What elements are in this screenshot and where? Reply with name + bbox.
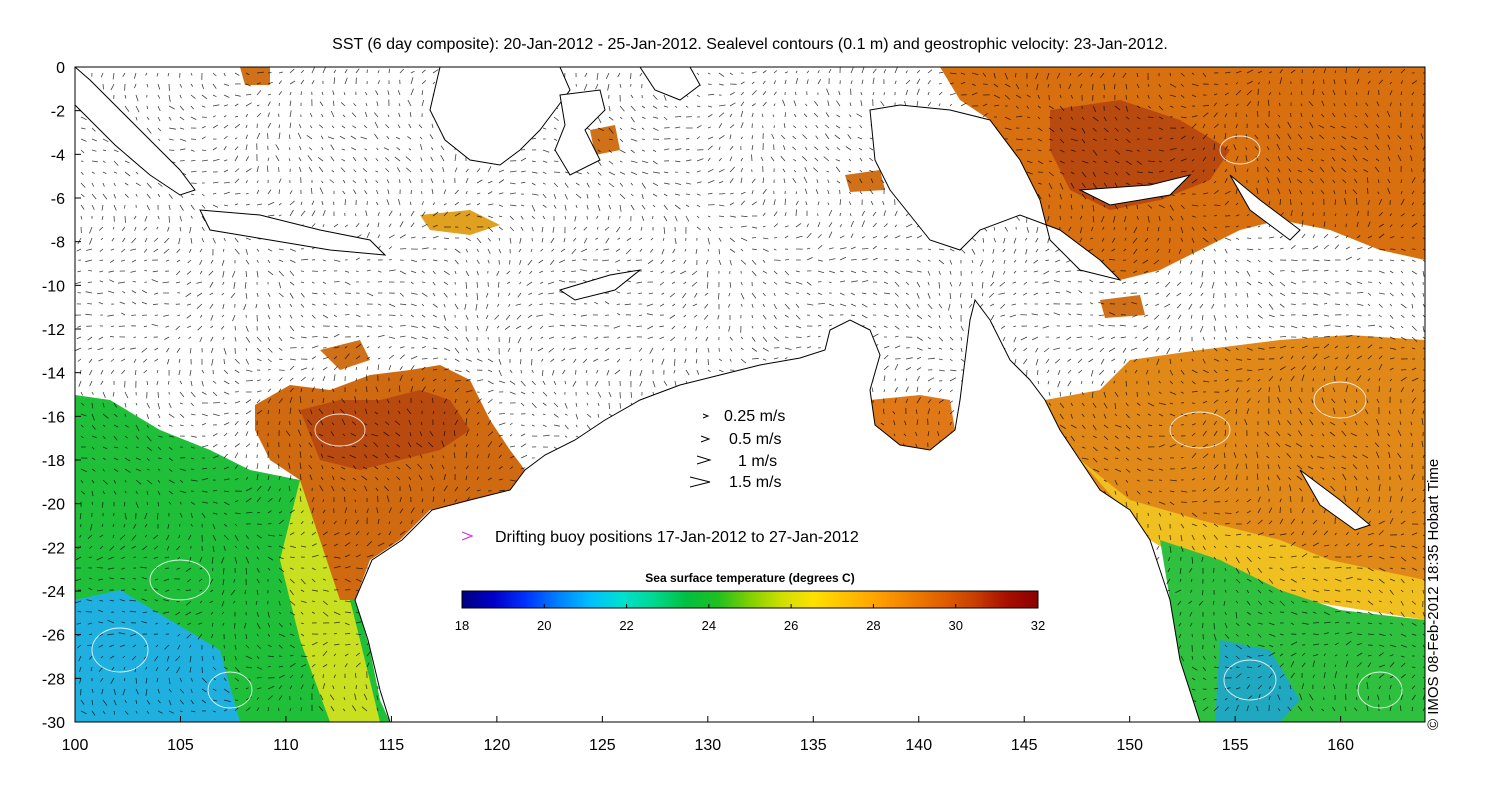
sst-region-patch xyxy=(320,340,370,370)
y-tick-label: -26 xyxy=(42,628,65,645)
velocity-arrow-1 xyxy=(696,455,712,465)
x-tick-label: 120 xyxy=(484,737,511,754)
velocity-label-0.5: 0.5 m/s xyxy=(729,431,781,448)
y-tick-label: -18 xyxy=(42,453,65,470)
velocity-label-1.5: 1.5 m/s xyxy=(729,474,781,491)
colorbar-tick-label: 18 xyxy=(455,618,469,633)
y-tick-label: 0 xyxy=(56,60,65,77)
sst-region-coral-sea xyxy=(1045,335,1425,610)
colorbar-tick-label: 26 xyxy=(784,618,798,633)
land-sulawesi xyxy=(554,89,606,176)
x-tick-label: 155 xyxy=(1222,737,1249,754)
x-tick-label: 135 xyxy=(800,737,827,754)
y-tick-label: -20 xyxy=(42,497,65,514)
buoy-legend: Drifting buoy positions 17-Jan-2012 to 2… xyxy=(461,529,859,546)
land-new-britain xyxy=(1078,174,1192,206)
velocity-legend-entry: 0.5 m/s xyxy=(700,431,781,448)
coastlines xyxy=(75,67,1372,722)
velocity-arrow-0.5 xyxy=(700,435,711,443)
y-tick-label: -12 xyxy=(42,322,65,339)
land-new-caledonia xyxy=(1299,469,1372,531)
buoy-marker-icon xyxy=(461,531,474,541)
velocity-legend-entry: 0.25 m/s xyxy=(702,408,785,425)
colorbar-tick-label: 32 xyxy=(1031,618,1045,633)
sst-region-png-north-hot xyxy=(1050,100,1230,210)
sst-region-southwest-yellow xyxy=(280,480,380,722)
sst-region-patch xyxy=(845,170,885,192)
sst-region-gulf xyxy=(870,395,955,450)
y-axis: 0 -2 -4 -6 -8 -10 -12 -14 -16 -18 -20 -22 -24 -26 -28 -… xyxy=(42,60,81,732)
x-tick-label: 150 xyxy=(1116,737,1143,754)
x-tick-label: 130 xyxy=(694,737,721,754)
colorbar-bar xyxy=(461,590,1039,609)
plot-frame xyxy=(74,66,1426,723)
y-tick-label: -8 xyxy=(51,235,65,252)
sst-region-patch xyxy=(420,210,500,235)
colorbar-tick-label: 22 xyxy=(619,618,633,633)
velocity-legend-entry: 1 m/s xyxy=(696,453,777,470)
sealevel-contours xyxy=(91,135,1403,709)
velocity-label-1: 1 m/s xyxy=(738,453,777,470)
y-tick-label: -10 xyxy=(42,278,65,295)
y-tick-label: -14 xyxy=(42,366,65,383)
buoy-legend-label: Drifting buoy positions 17-Jan-2012 to 2… xyxy=(495,529,859,546)
sst-region-nw-shelf-hot xyxy=(300,390,470,470)
colorbar-tick-label: 28 xyxy=(866,618,880,633)
velocity-legend: 0.25 m/s 0.5 m/s 1 m/s 1.5 m/s xyxy=(689,408,785,491)
colorbar-tick-label: 24 xyxy=(702,618,716,633)
x-tick-label: 100 xyxy=(62,737,89,754)
land-borneo xyxy=(429,67,571,166)
y-tick-label: -4 xyxy=(51,147,65,164)
colorbar: Sea surface temperature (degrees C) 18 20… xyxy=(455,571,1045,633)
map-title: SST (6 day composite): 20-Jan-2012 - 25-… xyxy=(332,36,1168,53)
credit-text: © IMOS 08-Feb-2012 18:35 Hobart Time xyxy=(1425,458,1442,730)
x-tick-label: 160 xyxy=(1327,737,1354,754)
land-timor xyxy=(558,269,642,301)
x-tick-label: 105 xyxy=(167,737,194,754)
velocity-legend-entry: 1.5 m/s xyxy=(689,474,781,491)
y-tick-label: -22 xyxy=(42,540,65,557)
land-philippines xyxy=(639,67,701,101)
x-tick-label: 115 xyxy=(379,737,405,754)
colorbar-ticks: 18 20 22 24 26 28 30 32 xyxy=(455,604,1045,633)
x-tick-label: 110 xyxy=(273,737,299,754)
sst-region-southwest-cool xyxy=(75,590,240,722)
sst-region-patch xyxy=(240,67,270,85)
land-australia xyxy=(354,298,1201,722)
y-tick-label: -30 xyxy=(42,715,65,732)
x-tick-label: 145 xyxy=(1011,737,1038,754)
land-solomons xyxy=(1229,174,1301,241)
y-tick-label: -24 xyxy=(42,584,65,601)
y-tick-label: -28 xyxy=(42,671,65,688)
colorbar-title: Sea surface temperature (degrees C) xyxy=(645,571,854,585)
velocity-arrow-0.25 xyxy=(702,413,710,419)
y-tick-label: -6 xyxy=(51,191,65,208)
x-axis: 100 105 110 115 120 125 130 135 140 145 150 155 160 xyxy=(62,716,1354,754)
sst-region-tasman-blue xyxy=(1215,640,1300,722)
colorbar-tick-label: 30 xyxy=(948,618,962,633)
velocity-label-0.25: 0.25 m/s xyxy=(724,408,785,425)
land-java xyxy=(199,209,387,256)
velocity-arrow-1.5 xyxy=(689,476,711,488)
x-tick-label: 140 xyxy=(905,737,932,754)
land-sumatra xyxy=(75,67,196,196)
sst-field xyxy=(75,67,1425,722)
y-tick-label: -16 xyxy=(42,409,65,426)
land-new-guinea xyxy=(869,104,1122,281)
y-tick-label: -2 xyxy=(51,104,65,121)
x-tick-label: 125 xyxy=(589,737,616,754)
colorbar-tick-label: 20 xyxy=(537,618,551,633)
sst-region-patch xyxy=(1100,295,1145,318)
